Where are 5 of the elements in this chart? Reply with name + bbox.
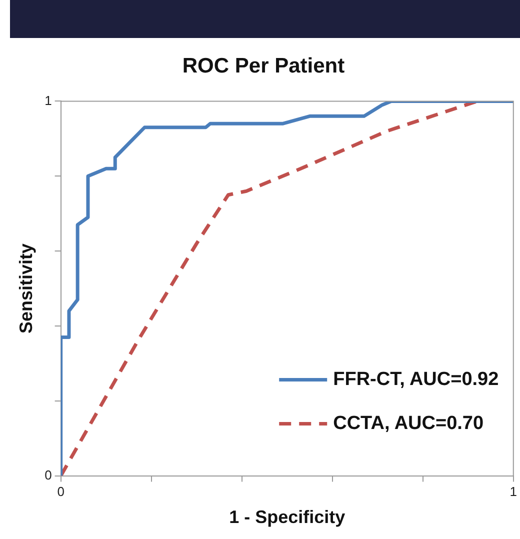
x-axis-title: 1 - Specificity — [229, 507, 346, 528]
legend-label: FFR-CT, AUC=0.92 — [333, 369, 499, 390]
y-axis-title: Sensitivity — [16, 243, 36, 334]
chart-title: ROC Per Patient — [182, 54, 345, 78]
legend-label: CCTA, AUC=0.70 — [333, 413, 484, 434]
